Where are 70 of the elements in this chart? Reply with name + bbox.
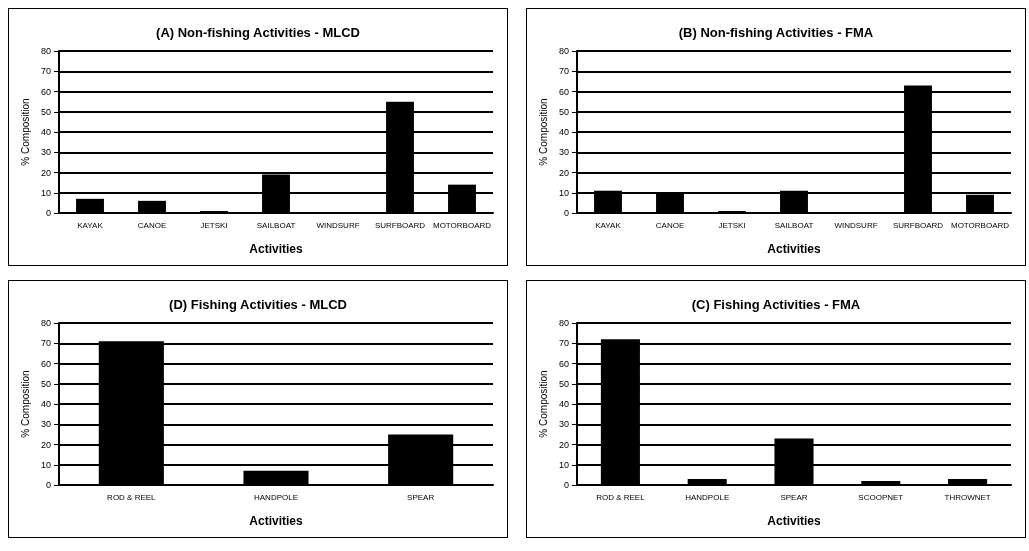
y-tick-label: 40 xyxy=(40,127,51,137)
y-tick-label: 50 xyxy=(558,106,569,117)
x-tick-label: MOTORBOARD xyxy=(950,220,1010,230)
y-tick-label: 20 xyxy=(40,167,51,178)
x-tick-label: KAYAK xyxy=(77,220,104,230)
x-tick-label: SPEAR xyxy=(780,492,808,502)
y-tick-label: 30 xyxy=(40,147,51,158)
x-tick-label: WINDSURF xyxy=(316,220,360,230)
chart-title: (D) Fishing Activities - MLCD xyxy=(169,297,347,312)
x-tick-label: SAILBOAT xyxy=(256,220,296,230)
y-tick-label: 40 xyxy=(558,399,569,409)
y-tick-label: 10 xyxy=(40,187,51,198)
y-tick-label: 10 xyxy=(40,459,51,470)
y-tick-label: 30 xyxy=(558,419,569,430)
y-tick-label: 40 xyxy=(558,127,569,137)
y-tick-label: 70 xyxy=(558,338,569,349)
y-tick-label: 20 xyxy=(558,167,569,178)
y-axis-title: % Composition xyxy=(537,370,549,438)
y-tick-label: 60 xyxy=(40,358,51,369)
x-tick-label: CANOE xyxy=(137,220,167,230)
y-tick-label: 20 xyxy=(40,439,51,450)
y-tick-label: 0 xyxy=(563,208,569,218)
y-tick-label: 50 xyxy=(558,378,569,389)
y-tick-label: 0 xyxy=(563,480,569,490)
x-tick-label: SURFBOARD xyxy=(892,220,944,230)
y-tick-label: 50 xyxy=(40,378,51,389)
x-tick-label: HANDPOLE xyxy=(685,492,730,502)
y-tick-label: 0 xyxy=(45,208,51,218)
y-tick-label: 60 xyxy=(558,86,569,97)
chart-title: (C) Fishing Activities - FMA xyxy=(691,297,861,312)
y-tick-label: 40 xyxy=(40,399,51,409)
y-tick-label: 50 xyxy=(40,106,51,117)
y-tick-label: 70 xyxy=(40,338,51,349)
x-tick-label: SPEAR xyxy=(407,492,435,502)
y-axis-title: % Composition xyxy=(537,98,549,166)
y-tick-label: 80 xyxy=(40,318,51,328)
y-tick-label: 60 xyxy=(558,358,569,369)
x-axis-title: Activities xyxy=(249,514,303,528)
y-axis-title: % Composition xyxy=(19,370,31,438)
x-axis-title: Activities xyxy=(767,242,821,256)
y-tick-label: 80 xyxy=(40,46,51,56)
chart-title: (A) Non-fishing Activities - MLCD xyxy=(156,25,360,40)
y-tick-label: 20 xyxy=(558,439,569,450)
chart-title: (B) Non-fishing Activities - FMA xyxy=(678,25,874,40)
x-tick-label: CANOE xyxy=(655,220,685,230)
x-tick-label: JETSKI xyxy=(200,220,228,230)
x-axis-title: Activities xyxy=(249,242,303,256)
x-tick-label: SAILBOAT xyxy=(774,220,814,230)
y-tick-label: 30 xyxy=(558,147,569,158)
y-tick-label: 10 xyxy=(558,459,569,470)
y-tick-label: 70 xyxy=(558,66,569,77)
x-tick-label: ROD & REEL xyxy=(596,492,646,502)
x-tick-label: JETSKI xyxy=(718,220,746,230)
y-tick-label: 10 xyxy=(558,187,569,198)
y-axis-title: % Composition xyxy=(19,98,31,166)
y-tick-label: 30 xyxy=(40,419,51,430)
y-tick-label: 80 xyxy=(558,318,569,328)
y-tick-label: 60 xyxy=(40,86,51,97)
y-tick-label: 80 xyxy=(558,46,569,56)
y-tick-label: 70 xyxy=(40,66,51,77)
y-tick-label: 0 xyxy=(45,480,51,490)
x-tick-label: MOTORBOARD xyxy=(432,220,492,230)
x-tick-label: SCOOPNET xyxy=(858,492,904,502)
x-tick-label: WINDSURF xyxy=(834,220,878,230)
x-tick-label: SURFBOARD xyxy=(374,220,426,230)
x-tick-label: THROWNET xyxy=(944,492,991,502)
x-axis-title: Activities xyxy=(767,514,821,528)
x-tick-label: KAYAK xyxy=(595,220,622,230)
x-tick-label: ROD & REEL xyxy=(107,492,157,502)
x-tick-label: HANDPOLE xyxy=(253,492,299,502)
